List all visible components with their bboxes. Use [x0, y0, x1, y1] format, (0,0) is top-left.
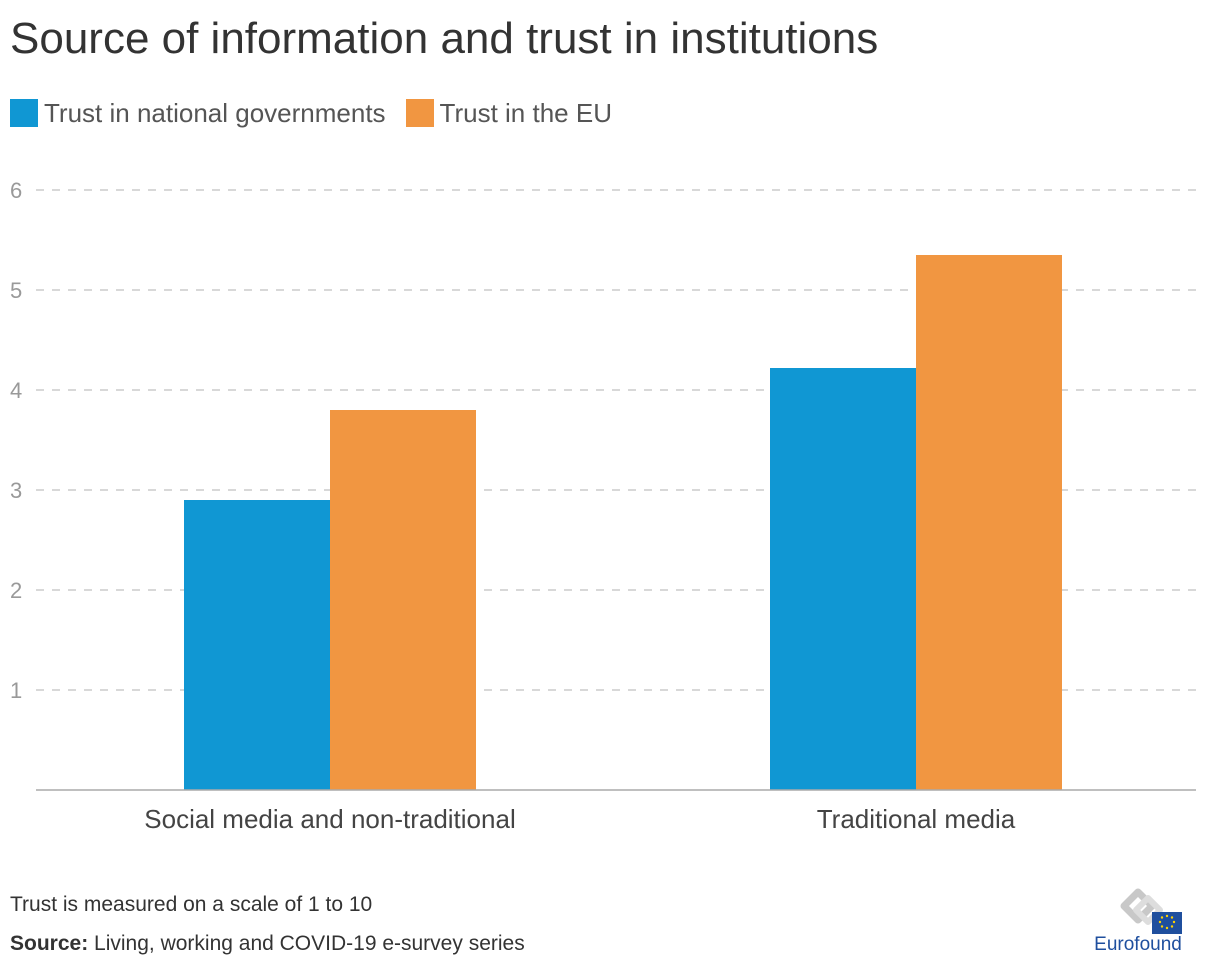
legend-item-national: Trust in national governments	[10, 98, 386, 129]
legend-swatch-eu	[405, 99, 434, 127]
y-tick-label: 1	[10, 678, 22, 703]
bar-chart: 1 2 3 4 5 6 Social media and non-traditional Tr…	[10, 178, 1196, 834]
source-line: Source: Living, working and COVID-19 e-s…	[10, 932, 525, 956]
y-tick-label: 6	[10, 178, 22, 203]
y-tick-label: 5	[10, 278, 22, 303]
bar-eu-1	[916, 255, 1062, 790]
legend-swatch-national	[10, 99, 38, 127]
legend-label-eu: Trust in the EU	[439, 97, 612, 128]
source-text: Living, working and COVID-19 e-survey se…	[94, 932, 525, 955]
source-label: Source:	[10, 932, 89, 955]
eurofound-logo-text: Eurofound	[1094, 934, 1182, 955]
legend: Trust in national governments Trust in t…	[10, 96, 632, 130]
eurofound-logo: Eurofound	[1086, 884, 1196, 964]
legend-label-national: Trust in national governments	[44, 97, 386, 128]
y-tick-label: 4	[10, 378, 22, 403]
bar-national-0	[184, 500, 330, 790]
x-category-label: Social media and non-traditional	[144, 804, 515, 834]
scale-note: Trust is measured on a scale of 1 to 10	[10, 893, 373, 916]
y-tick-label: 3	[10, 478, 22, 503]
legend-item-eu: Trust in the EU	[405, 97, 612, 129]
eurofound-logo-icon	[1120, 888, 1182, 934]
y-tick-label: 2	[10, 578, 22, 603]
bar-national-1	[770, 368, 916, 790]
chart-title: Source of information and trust in insti…	[10, 14, 879, 63]
bar-eu-0	[330, 410, 476, 790]
x-category-label: Traditional media	[817, 804, 1016, 834]
